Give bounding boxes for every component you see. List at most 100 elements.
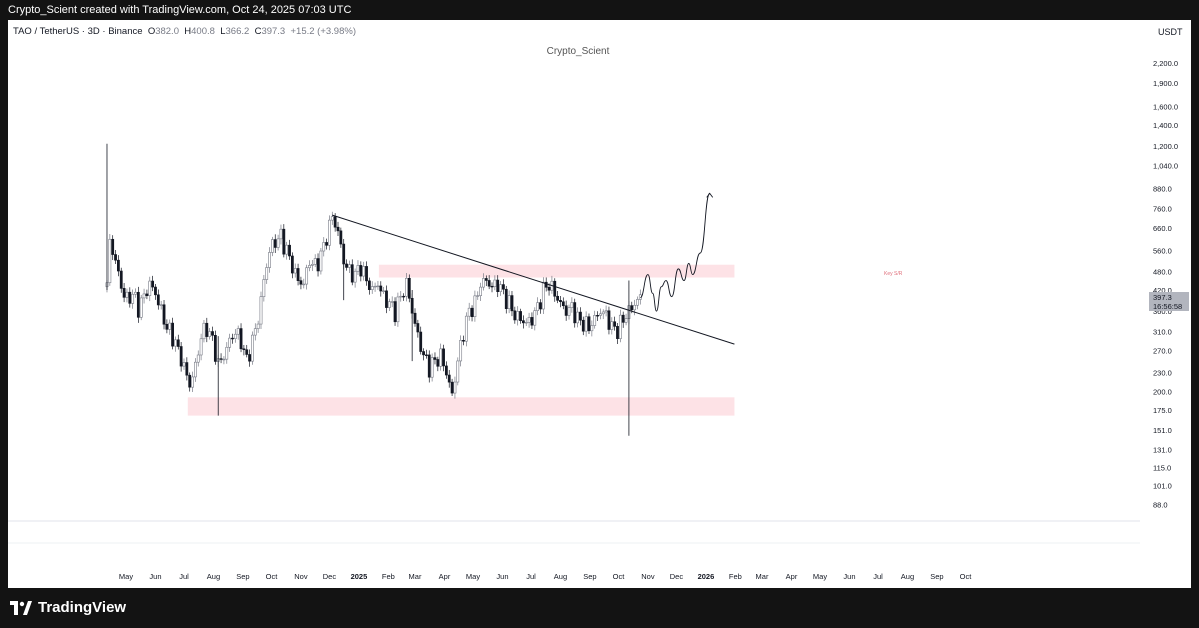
candle-body	[447, 374, 451, 383]
candle-body	[561, 301, 565, 307]
candle-body	[293, 268, 297, 274]
y-tick-label: 175.0	[1153, 406, 1172, 415]
y-tick-label: 480.0	[1153, 268, 1172, 277]
low-label: L	[220, 26, 226, 37]
time-axis[interactable]: May Jun Jul Aug Sep Oct Nov Dec 2025 Feb Mar Apr May…	[119, 572, 972, 581]
candle-body	[136, 291, 140, 318]
currency-label[interactable]: USDT	[1158, 27, 1183, 37]
candle-body	[108, 238, 112, 284]
high-value: 400.8	[191, 26, 215, 37]
candle-body	[390, 301, 394, 303]
candle-body	[618, 314, 622, 339]
candle-body	[524, 322, 528, 324]
tradingview-logo[interactable]: TradingView	[10, 599, 126, 616]
candle-body	[139, 297, 143, 318]
x-tick-label: Jul	[179, 572, 189, 581]
x-tick-label: Aug	[554, 572, 567, 581]
candle-body	[222, 358, 226, 361]
candle-body	[533, 310, 537, 326]
x-tick-label: Aug	[207, 572, 220, 581]
candle-body	[490, 285, 494, 288]
x-tick-label: Sep	[236, 572, 249, 581]
candle-body	[310, 263, 314, 266]
candle-body	[245, 349, 249, 355]
candle-body	[350, 264, 354, 283]
candle-body	[316, 258, 320, 272]
candle-body	[308, 265, 311, 269]
candle-body	[556, 295, 560, 301]
candle-body	[621, 314, 625, 323]
y-tick-label: 270.0	[1153, 347, 1172, 356]
close-label: C	[254, 26, 262, 37]
x-tick-label: Jul	[526, 572, 536, 581]
candle-body	[470, 307, 474, 318]
candle-body	[111, 238, 115, 255]
close-value: 397.3	[261, 26, 286, 37]
open-value: 382.0	[155, 26, 179, 37]
resistance-zone	[378, 264, 735, 278]
x-tick-label: Sep	[583, 572, 596, 581]
candle-body	[416, 323, 420, 333]
candle-body	[539, 302, 542, 310]
y-tick-label: 660.0	[1153, 224, 1172, 233]
candle-body	[516, 311, 520, 321]
candle-body	[610, 321, 614, 330]
footer-bar: TradingView	[0, 588, 1199, 628]
chart-panel[interactable]: TAO / TetherUS · 3D · Binance O382.0 H40…	[8, 20, 1191, 588]
x-tick-label: May	[813, 572, 827, 581]
x-tick-label: Jul	[873, 572, 883, 581]
candle-body	[453, 381, 457, 394]
y-tick-label: 131.0	[1153, 446, 1172, 455]
candle-body	[159, 304, 163, 306]
brand-name: TradingView	[38, 599, 127, 616]
drawings-layer	[332, 192, 735, 345]
candle-body	[325, 242, 328, 246]
candle-body	[273, 239, 277, 248]
symbol-name: TAO / TetherUS · 3D · Binance	[13, 26, 143, 37]
candle-body	[502, 284, 505, 290]
candle-body	[633, 304, 637, 311]
y-tick-label: 560.0	[1153, 247, 1172, 256]
candle-body	[510, 295, 514, 312]
candle-body	[251, 334, 254, 362]
candle-body	[365, 266, 368, 282]
candle-body	[116, 259, 120, 272]
candle-body	[322, 242, 326, 252]
y-tick-label: 151.0	[1153, 426, 1172, 435]
candle-body	[231, 337, 234, 340]
candle-body	[122, 288, 126, 298]
y-tick-label: 760.0	[1153, 205, 1172, 214]
y-tick-label: 1,040.0	[1153, 162, 1178, 171]
candle-body	[636, 299, 639, 306]
candle-body	[367, 280, 371, 290]
candle-body	[393, 301, 397, 323]
candle-body	[387, 301, 391, 308]
candle-body	[379, 285, 383, 292]
projection-arrowhead	[706, 192, 714, 198]
candle-body	[191, 376, 194, 388]
candle-body	[584, 316, 588, 332]
candle-body	[259, 296, 263, 325]
x-tick-label: Oct	[960, 572, 973, 581]
candle-body	[330, 216, 334, 221]
candle-body	[162, 304, 166, 325]
candle-body	[236, 328, 240, 335]
candle-body	[433, 357, 437, 360]
high-label: H	[184, 26, 192, 37]
candle-body	[256, 323, 260, 329]
candle-body	[225, 346, 229, 360]
candle-body	[285, 244, 289, 255]
candle-body	[576, 311, 579, 324]
last-price-tag: 397.3 16:56:58	[1149, 292, 1189, 311]
candle-body	[185, 362, 189, 376]
candle-body	[290, 255, 294, 274]
candle-body	[456, 360, 460, 383]
candle-body	[125, 291, 129, 298]
candle-body	[359, 265, 363, 277]
price-axis[interactable]: 2,200.0 1,900.0 1,600.0 1,400.0 1,200.0 1,040…	[1153, 59, 1178, 509]
candle-body	[253, 328, 257, 336]
y-tick-label: 1,900.0	[1153, 79, 1178, 88]
candle-body	[268, 252, 271, 268]
candle-body	[305, 267, 309, 285]
